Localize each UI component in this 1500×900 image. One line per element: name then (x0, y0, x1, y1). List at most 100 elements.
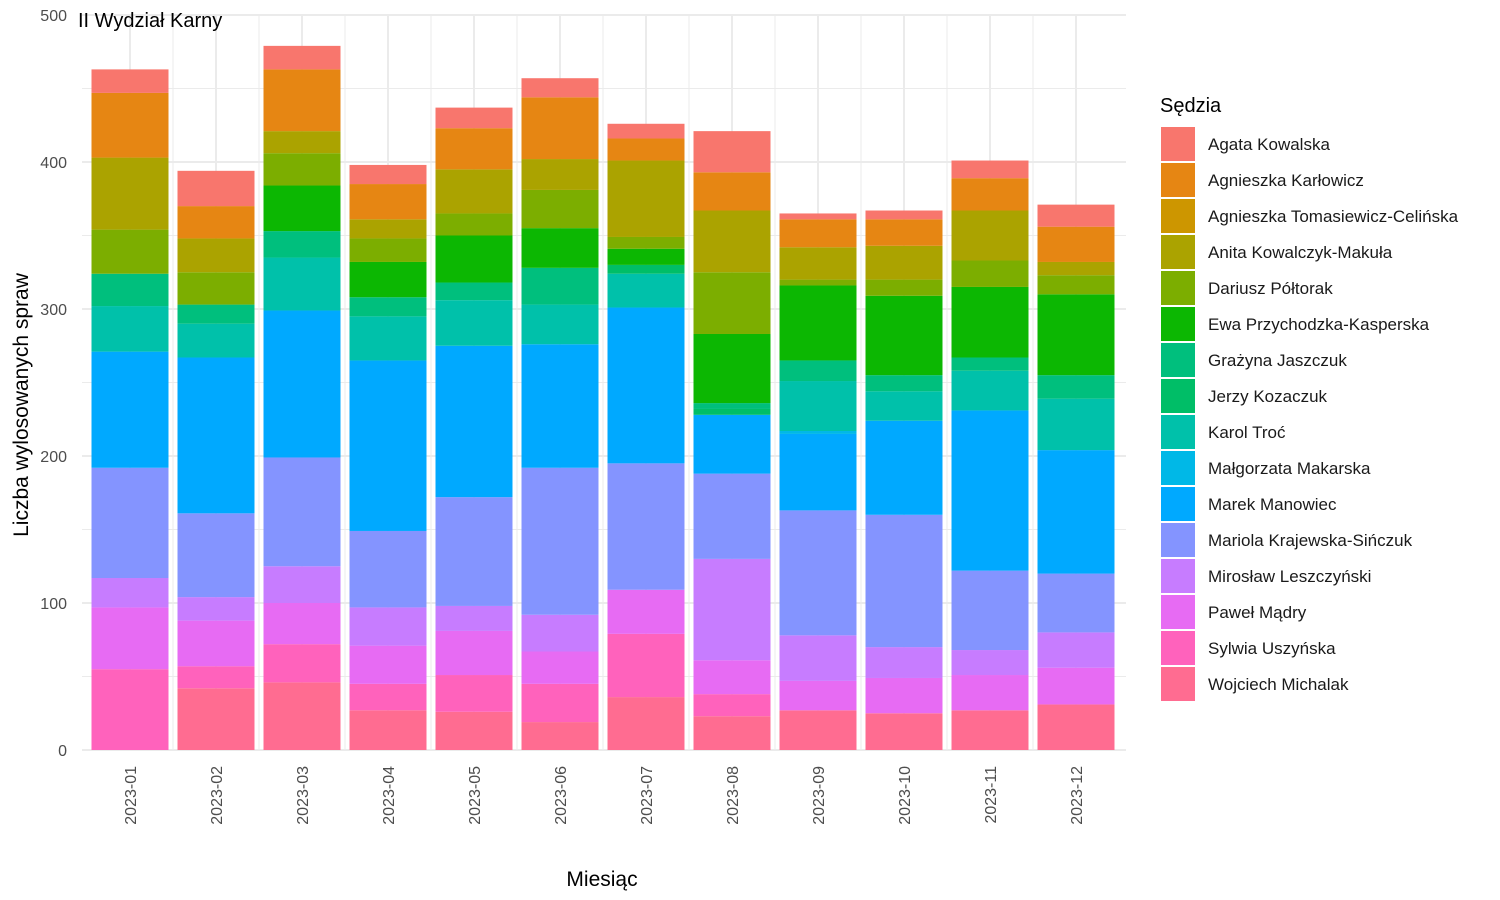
bar-segment (435, 107, 513, 129)
bar-segment (951, 570, 1029, 651)
bar-segment (693, 403, 771, 409)
bar-segment (91, 669, 169, 750)
bar-segment (263, 566, 341, 603)
bar-segment (177, 688, 255, 750)
legend-label: Marek Manowiec (1208, 495, 1337, 514)
bar-segment (521, 344, 599, 468)
bar-segment (521, 189, 599, 229)
bar-segment (435, 711, 513, 750)
legend-label: Wojciech Michalak (1208, 675, 1349, 694)
bar-segment (951, 710, 1029, 750)
bar-segment (693, 716, 771, 750)
bar-segment (693, 660, 771, 695)
bar-segment (693, 694, 771, 717)
bar-segment (349, 261, 427, 298)
bar-segment (263, 45, 341, 70)
bar-segment (1037, 450, 1115, 574)
x-tick-label: 2023-08 (725, 766, 742, 825)
bar-segment (1037, 667, 1115, 705)
legend-label: Mirosław Leszczyński (1208, 567, 1371, 586)
bar-segment (435, 282, 513, 301)
bar-segment (607, 236, 685, 249)
legend-swatch (1161, 487, 1195, 521)
bar-segment (779, 213, 857, 220)
bar-segment (951, 650, 1029, 676)
bar-segment (951, 260, 1029, 287)
legend-swatch (1161, 235, 1195, 269)
x-tick-label: 2023-07 (639, 766, 656, 825)
legend-swatch (1161, 631, 1195, 665)
bar-segment (951, 675, 1029, 711)
bar-segment (1037, 375, 1115, 399)
chart-title: II Wydział Karny (78, 10, 222, 32)
bar-segment (865, 375, 943, 392)
bar-segment (435, 497, 513, 606)
bar-segment (951, 370, 1029, 411)
bar-segment (779, 247, 857, 280)
bar-segment (263, 682, 341, 750)
bar-segment (435, 169, 513, 214)
bar-segment (91, 578, 169, 608)
bar-segment (177, 272, 255, 305)
x-tick-label: 2023-02 (209, 766, 226, 825)
x-tick-label: 2023-12 (1069, 766, 1086, 825)
y-tick-label: 200 (40, 449, 67, 466)
bar-segment (177, 666, 255, 689)
bar-segment (693, 210, 771, 273)
bar-segment (521, 467, 599, 615)
legend-label: Karol Troć (1208, 423, 1286, 442)
bar-segment (779, 431, 857, 434)
bar-segment (91, 69, 169, 93)
legend-label: Agnieszka Tomasiewicz-Celińska (1208, 207, 1459, 226)
bar-segment (521, 159, 599, 190)
bar-segment (177, 357, 255, 514)
bar-segment (865, 279, 943, 296)
x-tick-label: 2023-05 (467, 766, 484, 825)
bar-segment (779, 635, 857, 681)
bar-segment (1037, 294, 1115, 376)
bar-segment (263, 457, 341, 567)
bar-segment (865, 420, 943, 515)
bar-segment (263, 310, 341, 458)
bar-segment (435, 235, 513, 283)
legend-label: Grażyna Jaszczuk (1208, 351, 1347, 370)
bar-segments (91, 45, 1115, 750)
legend-label: Agnieszka Karłowicz (1208, 171, 1364, 190)
legend-swatch (1161, 667, 1195, 701)
legend-swatch (1161, 379, 1195, 413)
legend-swatch (1161, 343, 1195, 377)
bar-segment (521, 683, 599, 723)
y-axis-ticks: 0 100 200 300 400 500 (40, 8, 67, 760)
bar-segment (951, 178, 1029, 211)
bar-segment (349, 645, 427, 684)
legend-swatch (1161, 163, 1195, 197)
x-tick-label: 2023-04 (381, 766, 398, 825)
bar-segment (91, 351, 169, 468)
bar-segment (177, 170, 255, 207)
legend-swatch (1161, 199, 1195, 233)
bar-segment (263, 257, 341, 311)
bar-segment (349, 360, 427, 531)
bar-segment (91, 229, 169, 274)
bar-segment (91, 92, 169, 158)
bar-segment (435, 345, 513, 498)
bar-segment (607, 123, 685, 139)
bar-segment (951, 210, 1029, 261)
bar-segment (349, 238, 427, 262)
bar-segment (607, 264, 685, 274)
legend-swatch (1161, 415, 1195, 449)
bar-segment (693, 131, 771, 173)
bar-segment (521, 78, 599, 98)
bar-segment (349, 710, 427, 750)
bar-segment (91, 467, 169, 579)
legend-label: Dariusz Półtorak (1208, 279, 1333, 298)
bar-segment (263, 231, 341, 258)
bar-segment (263, 131, 341, 154)
bar-segment (865, 514, 943, 648)
bar-segment (263, 644, 341, 683)
legend: Sędzia Agata Kowalska Agnieszka Karłowicz… (1160, 95, 1459, 701)
bar-segment (91, 306, 169, 352)
bar-segment (865, 647, 943, 678)
bar-segment (349, 184, 427, 220)
bar-segment (1037, 704, 1115, 750)
